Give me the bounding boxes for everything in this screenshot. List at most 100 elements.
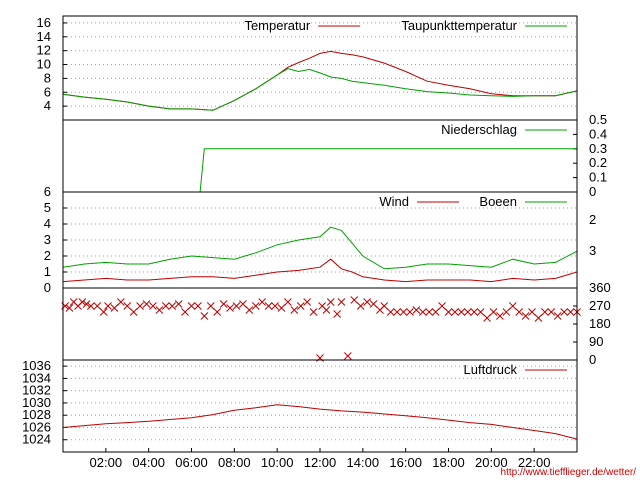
- wind-direction-point: [219, 300, 228, 308]
- wind-direction-point: [277, 304, 286, 312]
- source-url-label[interactable]: http://www.tiefflieger.de/wetter/: [501, 467, 637, 478]
- wind-direction-point: [337, 298, 346, 306]
- wind-direction-point: [451, 308, 459, 316]
- wind-direction-point: [356, 302, 365, 310]
- temperature-legend-label: Temperatur: [244, 18, 310, 33]
- wind-direction-point: [110, 304, 119, 312]
- x-tick-label: 20:00: [475, 455, 508, 470]
- wind-direction-point: [470, 308, 479, 316]
- wind-direction-point: [129, 308, 138, 316]
- wind-legend-label: Wind: [379, 194, 409, 209]
- wind-direction-point: [326, 298, 335, 306]
- wind-series-line-1: [62, 226, 578, 270]
- wind-right-tick-label: 2: [589, 212, 596, 227]
- wind-direction-point: [521, 312, 530, 320]
- wind-direction-point: [264, 302, 273, 310]
- wind-direction-point: [502, 308, 511, 316]
- pressure-y-tick-label: 1026: [22, 419, 51, 434]
- wind-direction-panel: 0 90 180 270 360: [61, 280, 611, 367]
- wind-direction-point: [350, 296, 359, 304]
- wind-direction-point: [245, 306, 254, 314]
- temperature-y-tick-label: 12: [37, 43, 51, 58]
- x-tick-label: 06:00: [175, 455, 208, 470]
- wind-y-tick-label: 6: [44, 184, 51, 199]
- wind-direction-y-tick-label: 360: [589, 280, 611, 295]
- wind-direction-point: [168, 302, 177, 310]
- wind-direction-point: [161, 302, 170, 310]
- wind-direction-point: [431, 308, 440, 316]
- pressure-y-tick-label: 1032: [22, 383, 51, 398]
- wind-direction-point: [496, 312, 504, 320]
- wind-direction-point: [457, 308, 466, 316]
- wind-y-tick-label: 1: [44, 264, 51, 279]
- wind-direction-point: [194, 302, 202, 310]
- wind-direction-point: [187, 302, 196, 310]
- wind-direction-y-tick-label: 270: [589, 298, 611, 313]
- precipitation-y-tick-label: 0.2: [589, 155, 607, 170]
- wind-direction-point: [406, 308, 414, 316]
- wind-direction-point: [333, 310, 341, 318]
- wind-direction-point: [290, 306, 299, 314]
- precipitation-y-tick-label: 0.5: [589, 112, 607, 127]
- wind-direction-point: [322, 306, 331, 314]
- wind-direction-point: [476, 308, 485, 316]
- wind-direction-point: [239, 300, 247, 308]
- wind-direction-point: [116, 298, 125, 306]
- pressure-legend-label: Luftdruck: [464, 362, 518, 377]
- wind-series-line-0: [62, 258, 578, 283]
- temperature-y-tick-label: 4: [44, 98, 51, 113]
- pressure-y-tick-label: 1034: [22, 370, 51, 385]
- wind-direction-point: [399, 308, 408, 316]
- wind-direction-point: [508, 302, 517, 310]
- wind-direction-point: [65, 304, 74, 312]
- wind-direction-point: [284, 298, 292, 306]
- precipitation-legend-label: Niederschlag: [441, 122, 517, 137]
- wind-direction-point: [213, 308, 222, 316]
- wind-direction-point: [296, 302, 305, 310]
- wind-direction-point: [206, 302, 215, 310]
- wind-direction-y-tick-label: 0: [589, 352, 596, 367]
- wind-direction-point: [200, 312, 209, 320]
- wind-direction-point: [174, 300, 183, 308]
- wind-direction-point: [232, 302, 241, 310]
- wind-direction-y-tick-label: 90: [589, 334, 603, 349]
- wind-direction-point: [251, 302, 260, 310]
- wind-y-tick-label: 0: [44, 280, 51, 295]
- pressure-y-tick-label: 1028: [22, 407, 51, 422]
- wind-direction-point: [412, 306, 421, 314]
- temperature-series-line-1: [62, 68, 578, 111]
- wind-direction-point: [149, 302, 157, 310]
- wind-direction-point: [86, 302, 95, 310]
- wind-legend-label: Boeen: [479, 194, 517, 209]
- pressure-series-line-0: [62, 404, 578, 440]
- pressure-y-tick-label: 1024: [22, 432, 51, 447]
- wind-direction-point: [418, 308, 427, 316]
- wind-direction-point: [181, 308, 189, 316]
- wind-direction-point: [258, 298, 267, 306]
- wind-direction-point: [123, 302, 132, 310]
- wind-direction-point: [541, 308, 549, 316]
- time-axis: 02:00 04:00 06:00 08:00 10:00 12:00 14:00 16:00…: [90, 448, 550, 470]
- x-tick-label: 04:00: [132, 455, 165, 470]
- wind-y-tick-label: 4: [44, 216, 51, 231]
- wind-direction-point: [380, 302, 389, 310]
- temperature-y-tick-label: 16: [37, 15, 51, 30]
- x-tick-label: 10:00: [261, 455, 294, 470]
- x-tick-label: 08:00: [218, 455, 251, 470]
- wind-direction-point: [547, 308, 556, 316]
- wind-direction-point: [99, 308, 108, 316]
- precipitation-y-tick-label: 0.4: [589, 126, 607, 141]
- temperature-y-tick-label: 10: [37, 57, 51, 72]
- x-tick-label: 18:00: [432, 455, 465, 470]
- wind-direction-point: [78, 298, 87, 306]
- wind-direction-point: [226, 304, 234, 312]
- wind-direction-point: [528, 308, 536, 316]
- temperature-y-tick-label: 8: [44, 70, 51, 85]
- x-tick-label: 14:00: [347, 455, 380, 470]
- wind-direction-point: [155, 306, 164, 314]
- wind-direction-point: [142, 300, 151, 308]
- wind-direction-point: [483, 314, 491, 322]
- temperature-y-tick-label: 14: [37, 29, 51, 44]
